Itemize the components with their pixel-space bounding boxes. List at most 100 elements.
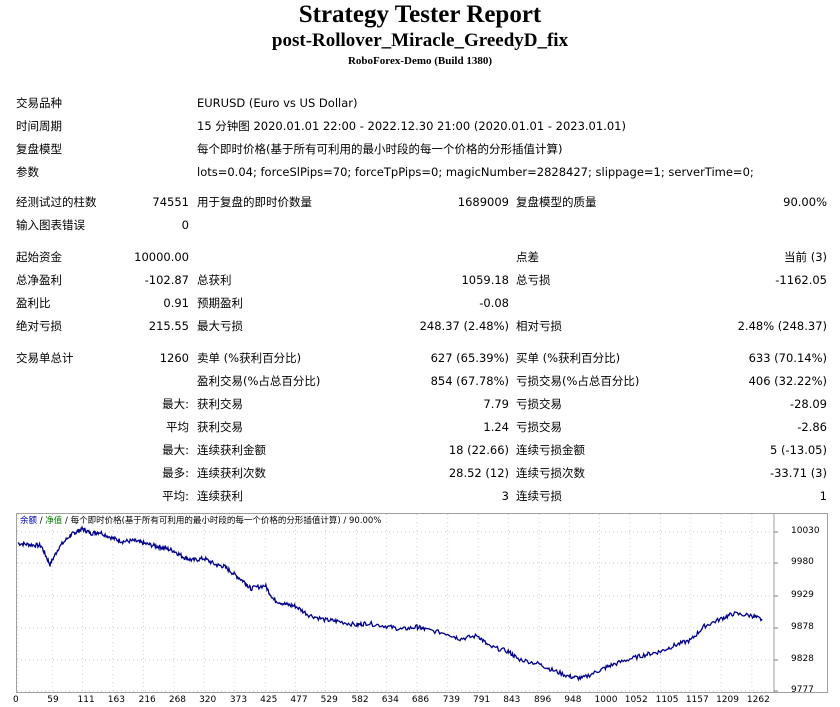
gross-profit-value: 1059.18	[461, 273, 509, 287]
largest-profit-label: 获利交易	[197, 397, 243, 411]
largest-profit-value: 7.79	[483, 397, 509, 411]
ticks-value: 1689009	[457, 195, 509, 209]
x-tick-label-12: 634	[381, 695, 399, 705]
x-tick-label-17: 896	[534, 695, 552, 705]
spread-label: 点差	[516, 250, 539, 264]
average-profit-value: 1.24	[483, 420, 509, 434]
y-tick-label-2: 9929	[791, 590, 814, 600]
largest-loss-label: 亏损交易	[516, 397, 562, 411]
bars-label: 经测试过的柱数	[16, 195, 97, 209]
symbol-value: EURUSD (Euro vs US Dollar)	[197, 96, 358, 110]
params-value: lots=0.04; forceSlPips=70; forceTpPips=0…	[197, 165, 754, 179]
y-tick-label-4: 9828	[791, 654, 814, 664]
average-profit-label: 获利交易	[197, 420, 243, 434]
x-tick-label-23: 1209	[716, 695, 739, 705]
profit-factor-label: 盈利比	[16, 296, 51, 310]
mismatch-value: 0	[181, 218, 189, 232]
legend-balance: 余额	[20, 516, 38, 526]
x-tick-label-15: 791	[472, 695, 491, 705]
x-tick-label-14: 739	[442, 695, 460, 705]
x-tick-label-19: 1000	[594, 695, 618, 705]
period-value: 15 分钟图 2020.01.01 22:00 - 2022.12.30 21:…	[197, 119, 626, 133]
model-value: 每个即时价格(基于所有可利用的最小时段的每一个价格的分形插值计算)	[197, 142, 563, 156]
x-tick-label-2: 111	[77, 695, 95, 705]
deposit-row: 起始资金 10000.00 点差 当前 (3)	[0, 247, 840, 267]
balance-line	[17, 525, 763, 682]
profit-trades-label: 盈利交易(%占总百分比)	[197, 374, 321, 388]
x-tick-label-22: 1157	[685, 695, 709, 705]
average-label: 平均	[166, 420, 189, 434]
drawdown-row: 绝对亏损 215.55 最大亏损 248.37 (2.48%) 相对亏损 2.4…	[0, 316, 840, 336]
legend-equity: 净值	[45, 516, 63, 526]
balance-chart: 余额 / 净值 / 每个即时价格(基于所有可利用的最小时段的每一个价格的分形插值…	[16, 513, 828, 693]
expert-name: post-Rollover_Miracle_GreedyD_fix	[271, 30, 569, 51]
model-row: 复盘模型 每个即时价格(基于所有可利用的最小时段的每一个价格的分形插值计算)	[0, 139, 840, 159]
average-consecutive-losses-value: 1	[819, 489, 827, 503]
max-consecutive-wins-value: 18 (22.66)	[448, 443, 509, 457]
average-consecutive-row: 平均: 连续获利 3 连续亏损 1	[0, 486, 840, 506]
maximal-drawdown-label: 最大亏损	[197, 319, 243, 333]
maximal-consecutive-profit-value: 28.52 (12)	[448, 466, 509, 480]
balance-chart-svg	[17, 514, 778, 692]
maximal-consecutive-row: 最多: 连续获利次数 28.52 (12) 连续亏损次数 -33.71 (3)	[0, 463, 840, 483]
average-row: 平均 获利交易 1.24 亏损交易 -2.86	[0, 417, 840, 437]
deposit-value: 10000.00	[134, 250, 189, 264]
x-tick-label-9: 477	[290, 695, 308, 705]
relative-drawdown-label: 相对亏损	[516, 319, 562, 333]
loss-trades-label: 亏损交易(%占总百分比)	[516, 374, 640, 388]
largest-row: 最大: 获利交易 7.79 亏损交易 -28.09	[0, 394, 840, 414]
max-consecutive-losses-value: 5 (-13.05)	[769, 443, 827, 457]
average-consecutive-wins-label: 连续获利	[197, 489, 243, 503]
x-tick-label-8: 425	[260, 695, 278, 705]
period-label: 时间周期	[16, 119, 62, 133]
average-loss-value: -2.86	[797, 420, 827, 434]
y-tick-label-1: 9980	[791, 557, 814, 567]
absolute-drawdown-value: 215.55	[148, 319, 189, 333]
server-build: RoboForex-Demo (Build 1380)	[347, 55, 492, 67]
profit-factor-value: 0.91	[163, 296, 189, 310]
profit-trades-row: 盈利交易(%占总百分比) 854 (67.78%) 亏损交易(%占总百分比) 4…	[0, 371, 840, 391]
params-label: 参数	[16, 165, 39, 179]
legend-model: / 每个即时价格(基于所有可利用的最小时段的每一个价格的分形插值计算) / 90…	[62, 516, 382, 526]
x-tick-label-4: 216	[138, 695, 156, 705]
x-tick-label-21: 1105	[655, 695, 679, 705]
total-trades-value: 1260	[159, 351, 189, 365]
x-tick-label-10: 529	[320, 695, 338, 705]
x-tick-label-18: 948	[564, 695, 582, 705]
absolute-drawdown-label: 绝对亏损	[16, 319, 62, 333]
gross-profit-label: 总获利	[197, 273, 232, 287]
average-consecutive-wins-value: 3	[501, 489, 509, 503]
report-title: Strategy Tester Report	[298, 1, 542, 28]
max-consecutive-label: 最大:	[162, 443, 189, 457]
expected-payoff-label: 预期盈利	[197, 296, 243, 310]
average-loss-label: 亏损交易	[516, 420, 562, 434]
largest-label: 最大:	[162, 397, 189, 411]
x-tick-label-7: 373	[229, 695, 248, 705]
y-tick-label-0: 10030	[791, 526, 820, 536]
quality-label: 复盘模型的质量	[516, 195, 597, 209]
maximal-consecutive-loss-value: -33.71 (3)	[769, 466, 827, 480]
net-profit-row: 总净盈利 -102.87 总获利 1059.18 总亏损 -1162.05	[0, 270, 840, 290]
x-tick-label-3: 163	[107, 695, 125, 705]
period-row: 时间周期 15 分钟图 2020.01.01 22:00 - 2022.12.3…	[0, 116, 840, 136]
gross-loss-value: -1162.05	[775, 273, 827, 287]
relative-drawdown-value: 2.48% (248.37)	[737, 319, 827, 333]
net-profit-label: 总净盈利	[16, 273, 62, 287]
average-consecutive-label: 平均:	[162, 489, 189, 503]
loss-trades-value: 406 (32.22%)	[748, 374, 827, 388]
y-tick-label-3: 9878	[791, 622, 814, 632]
symbol-label: 交易品种	[16, 96, 62, 110]
long-positions-value: 633 (70.14%)	[748, 351, 827, 365]
params-row: 参数 lots=0.04; forceSlPips=70; forceTpPip…	[0, 162, 840, 182]
average-consecutive-losses-label: 连续亏损	[516, 489, 562, 503]
x-tick-label-20: 1052	[624, 695, 648, 705]
short-positions-value: 627 (65.39%)	[430, 351, 509, 365]
net-profit-value: -102.87	[144, 273, 189, 287]
spread-value: 当前 (3)	[784, 250, 827, 264]
bars-value: 74551	[152, 195, 189, 209]
deposit-label: 起始资金	[16, 250, 62, 264]
gross-loss-label: 总亏损	[516, 273, 551, 287]
expected-payoff-value: -0.08	[479, 296, 509, 310]
model-label: 复盘模型	[16, 142, 62, 156]
long-positions-label: 买单 (%获利百分比)	[516, 351, 621, 365]
